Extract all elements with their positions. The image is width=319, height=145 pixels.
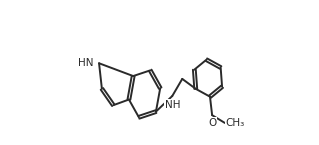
Text: HN: HN bbox=[78, 58, 93, 68]
Text: NH: NH bbox=[165, 99, 180, 109]
Text: O: O bbox=[208, 118, 216, 128]
Text: CH₃: CH₃ bbox=[226, 118, 245, 128]
